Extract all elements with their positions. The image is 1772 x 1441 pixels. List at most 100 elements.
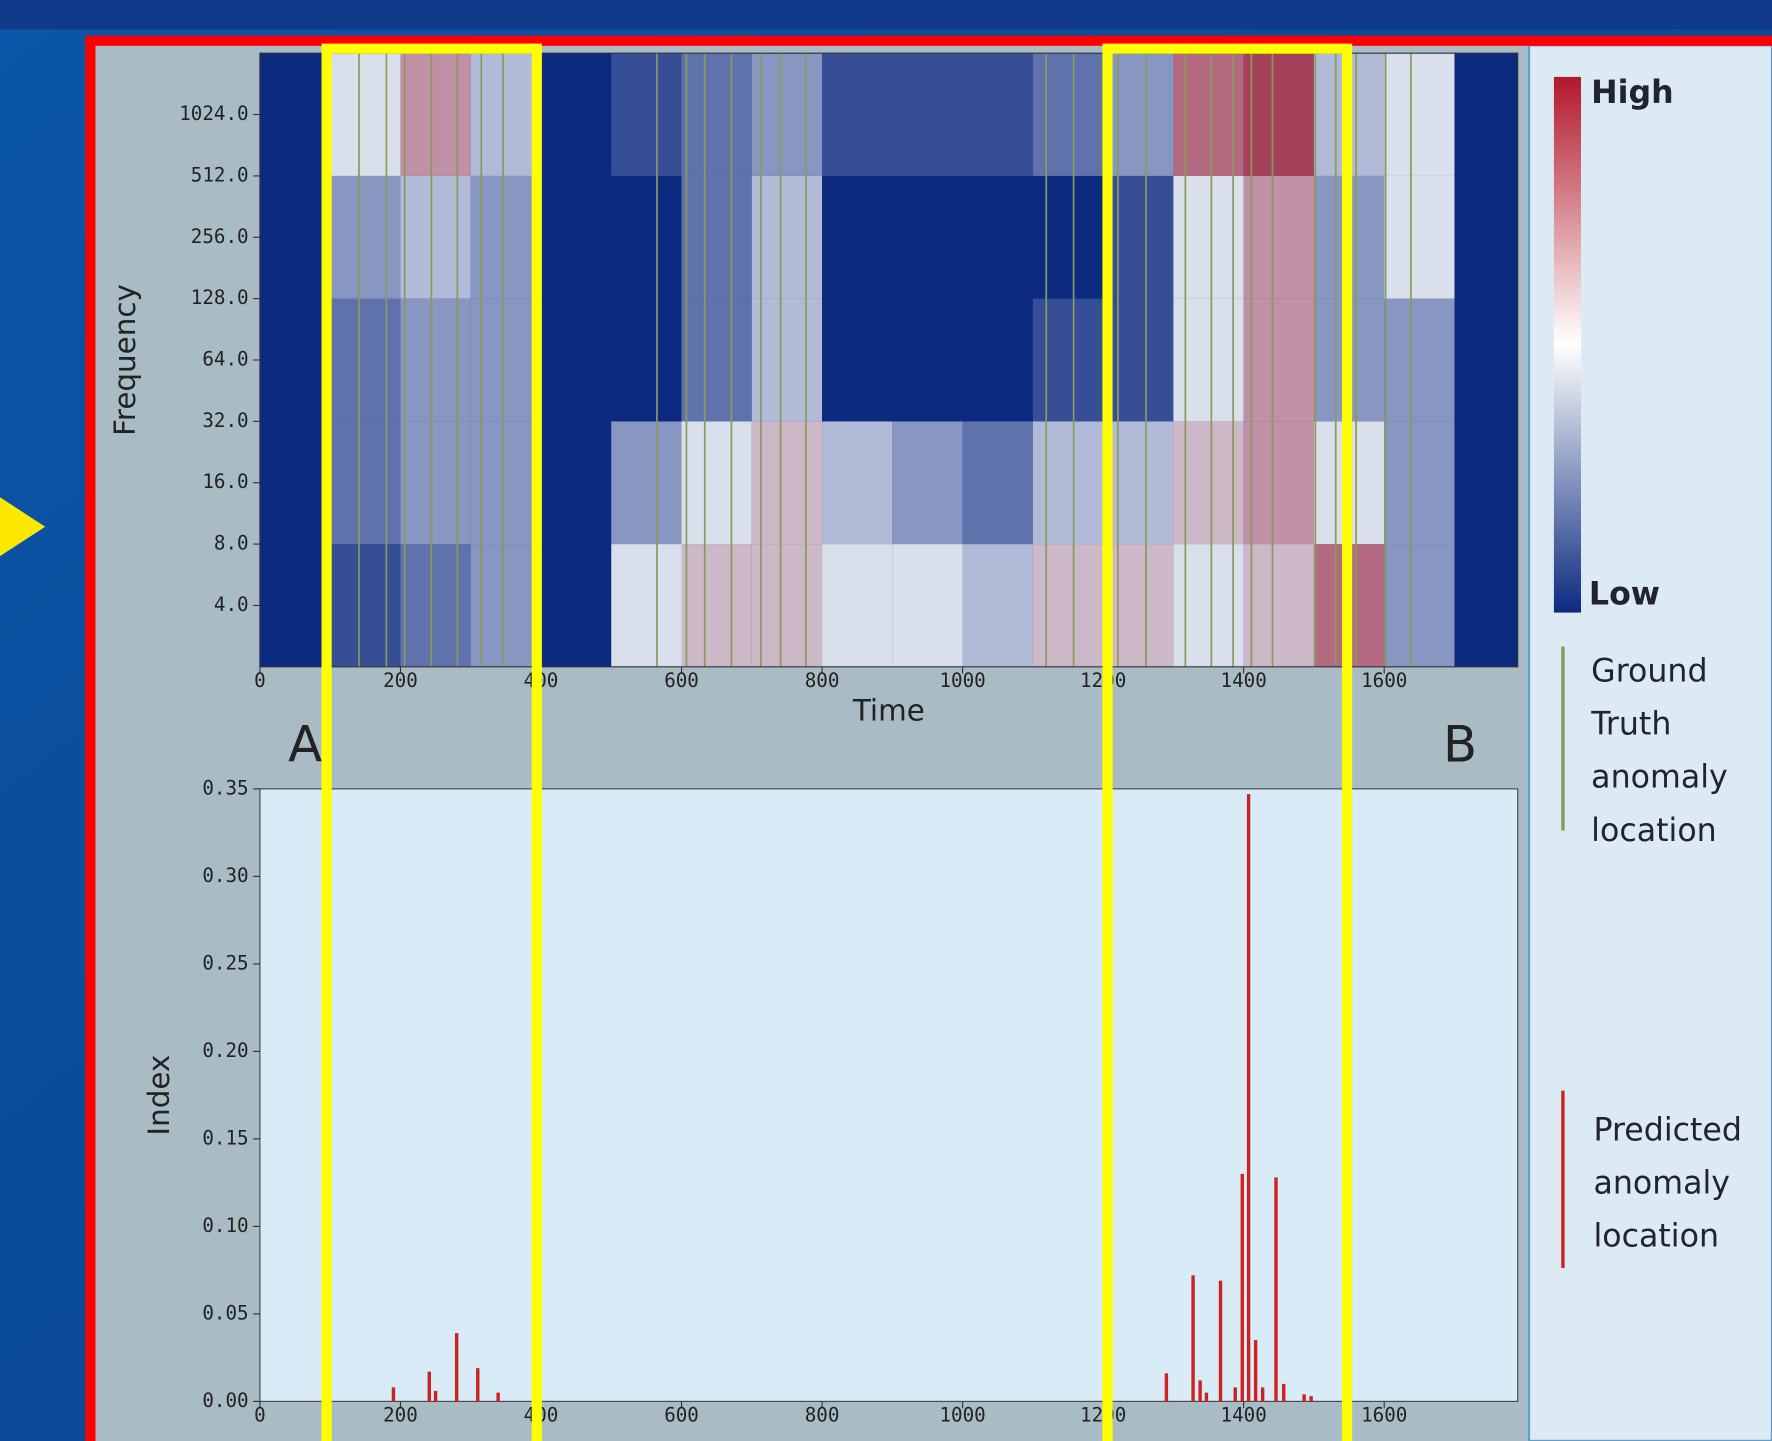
heatmap-cell — [611, 53, 681, 176]
y-tick-label: 128.0 — [191, 286, 249, 309]
heatmap-cell — [892, 176, 962, 299]
heatmap-cell — [892, 299, 962, 422]
heatmap-cell — [963, 299, 1033, 422]
heatmap-cell — [541, 544, 611, 667]
heatmap-cell — [1033, 53, 1103, 176]
bar — [1309, 1396, 1312, 1401]
bar — [1254, 1340, 1257, 1401]
heatmap-cell — [400, 53, 470, 176]
heatmap-cell — [752, 299, 822, 422]
y-tick-label: 1024.0 — [179, 102, 248, 125]
bar — [1205, 1393, 1208, 1402]
heatmap-cell — [1103, 176, 1173, 299]
heatmap-cell — [330, 53, 400, 176]
heatmap-cell — [752, 421, 822, 544]
annotation: A — [288, 716, 322, 774]
x-tick-label: 1600 — [1361, 669, 1407, 692]
heatmap-cell — [1384, 53, 1454, 176]
plot-area — [260, 789, 1518, 1402]
bar — [434, 1391, 437, 1402]
x-tick-label: 800 — [805, 1404, 840, 1427]
bar — [1282, 1384, 1285, 1402]
heatmap-cell — [1384, 299, 1454, 422]
heatmap-cell — [260, 176, 330, 299]
heatmap-cell — [1244, 176, 1314, 299]
heatmap-cell — [1244, 299, 1314, 422]
x-tick-label: 600 — [664, 669, 699, 692]
heatmap-cell — [541, 176, 611, 299]
bar — [1198, 1380, 1201, 1401]
heatmap-cell — [330, 421, 400, 544]
heatmap-cell — [400, 176, 470, 299]
bar — [392, 1387, 395, 1401]
y-tick-label: 16.0 — [202, 470, 248, 493]
y-tick-label: 32.0 — [202, 409, 248, 432]
bar — [1165, 1373, 1168, 1401]
heatmap-cell — [1454, 544, 1517, 667]
bar — [1234, 1387, 1237, 1401]
heatmap-cell — [1384, 421, 1454, 544]
heatmap-cell — [682, 421, 752, 544]
y-tick-label: 0.15 — [202, 1126, 248, 1149]
y-axis-label: Index — [142, 1055, 176, 1136]
heatmap-cell — [1244, 53, 1314, 176]
y-tick-label: 256.0 — [191, 225, 249, 248]
bar — [1219, 1281, 1222, 1402]
heatmap-cell — [1384, 544, 1454, 667]
slide: 020040060080010001200140016004.08.016.03… — [0, 0, 1772, 1441]
y-tick-label: 0.10 — [202, 1214, 248, 1237]
heatmap-cell — [1244, 544, 1314, 667]
x-tick-label: 0 — [254, 1404, 266, 1427]
bar — [1261, 1387, 1264, 1401]
bar — [428, 1372, 431, 1402]
heatmap-cell — [682, 299, 752, 422]
y-tick-label: 0.05 — [202, 1301, 248, 1324]
y-tick-label: 0.20 — [202, 1039, 248, 1062]
heatmap-cell — [611, 544, 681, 667]
heatmap-cell — [1033, 544, 1103, 667]
heatmap-cell — [682, 176, 752, 299]
heatmap-cell — [400, 421, 470, 544]
heatmap-cell — [682, 544, 752, 667]
heatmap-cell — [752, 53, 822, 176]
y-tick-label: 0.00 — [202, 1389, 248, 1412]
y-tick-label: 4.0 — [214, 593, 249, 616]
heatmap-cell — [260, 53, 330, 176]
y-tick-label: 0.30 — [202, 864, 248, 887]
annotation: B — [1443, 716, 1477, 774]
heatmap-cell — [892, 544, 962, 667]
heatmap-cell — [330, 176, 400, 299]
x-tick-label: 1400 — [1221, 669, 1267, 692]
heatmap-cell — [963, 421, 1033, 544]
x-tick-label: 0 — [254, 669, 266, 692]
bar — [455, 1333, 458, 1401]
heatmap-cell — [963, 544, 1033, 667]
bar — [1241, 1174, 1244, 1402]
heatmap-cell — [541, 299, 611, 422]
heatmap-cell — [541, 421, 611, 544]
x-tick-label: 200 — [383, 669, 418, 692]
heatmap-cell — [260, 421, 330, 544]
x-axis-label: Time — [852, 694, 925, 728]
x-tick-label: 1000 — [939, 1404, 985, 1427]
heatmap-cell — [822, 421, 892, 544]
heatmap-cell — [400, 299, 470, 422]
heatmap-cell — [1384, 176, 1454, 299]
y-tick-label: 0.35 — [202, 776, 248, 799]
heatmap-cell — [822, 53, 892, 176]
heatmap-cell — [541, 53, 611, 176]
heatmap-cell — [892, 421, 962, 544]
heatmap-cell — [611, 299, 681, 422]
heatmap-cell — [1454, 53, 1517, 176]
page: {"chart_data": [ {"type": "heatmap", "xl… — [0, 0, 1772, 1441]
heatmap-cell — [892, 53, 962, 176]
legend-ground-truth: Ground Truth anomaly location — [1591, 644, 1761, 856]
y-tick-label: 8.0 — [214, 532, 249, 555]
heatmap-cell — [1103, 53, 1173, 176]
bar — [1274, 1177, 1277, 1401]
heatmap-cell — [822, 544, 892, 667]
bar — [1191, 1275, 1194, 1401]
heatmap-cell — [1103, 299, 1173, 422]
bar — [1302, 1394, 1305, 1401]
legend-low: Low — [1589, 577, 1660, 613]
